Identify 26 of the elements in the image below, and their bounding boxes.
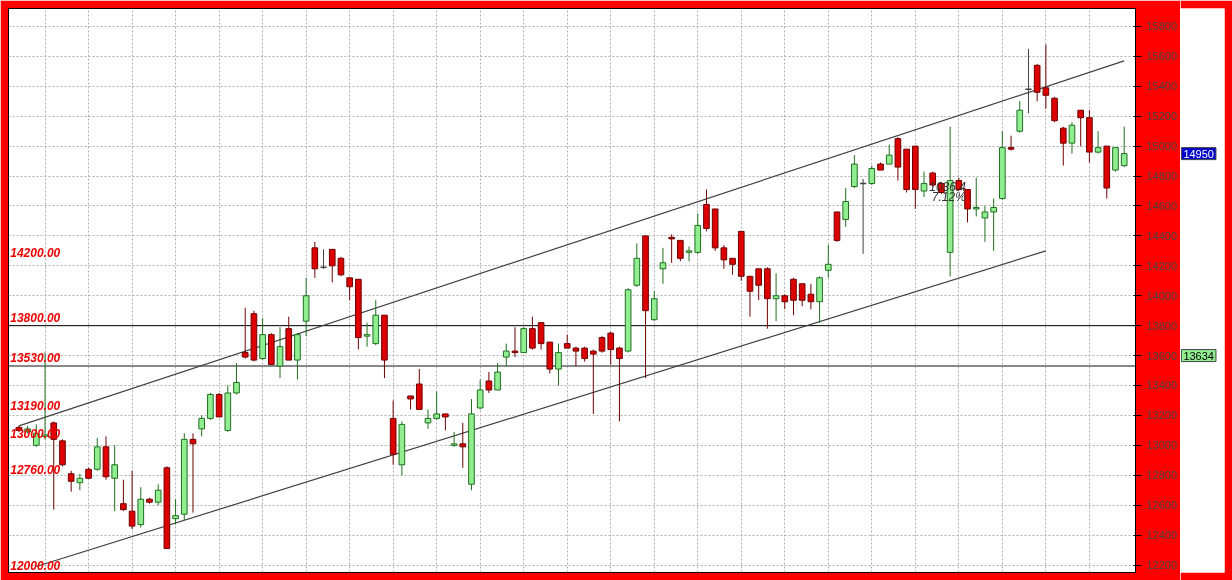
- annotation: 13190.00: [10, 398, 61, 413]
- y-tick-label: 15000: [1146, 140, 1178, 153]
- y-tick-label: 14800: [1146, 170, 1178, 183]
- y-tick-label: 12600: [1146, 499, 1178, 512]
- y-tick-label: 15400: [1146, 80, 1178, 93]
- y-tick-label: 12800: [1146, 469, 1178, 482]
- y-tick-label: 15800: [1146, 20, 1178, 33]
- y-tick-label: 12200: [1146, 559, 1178, 572]
- ref-line-label: 13800.00: [10, 310, 61, 325]
- y-tick-label: 13000: [1146, 439, 1178, 452]
- y-tick-label: 13400: [1146, 379, 1178, 392]
- y-tick-label: 13800: [1146, 319, 1178, 332]
- y-tick-label: 13600: [1146, 349, 1178, 362]
- text: 13634: [1183, 349, 1214, 362]
- ref-line-label: 13530.00: [10, 351, 61, 366]
- y-tick-label: 14400: [1146, 229, 1178, 242]
- y-tick-label: 14600: [1146, 199, 1178, 212]
- y-tick-label: 15200: [1146, 110, 1178, 123]
- text: 14950: [1183, 147, 1214, 160]
- annotation: 12000.00: [10, 558, 61, 573]
- y-tick-label: 14200: [1146, 259, 1178, 272]
- y-tick-label: 14000: [1146, 289, 1178, 302]
- y-tick-label: 13200: [1146, 409, 1178, 422]
- y-tick-label: 15600: [1146, 50, 1178, 63]
- annotation: 14200.00: [10, 246, 61, 261]
- y-tick-label: 12400: [1146, 529, 1178, 542]
